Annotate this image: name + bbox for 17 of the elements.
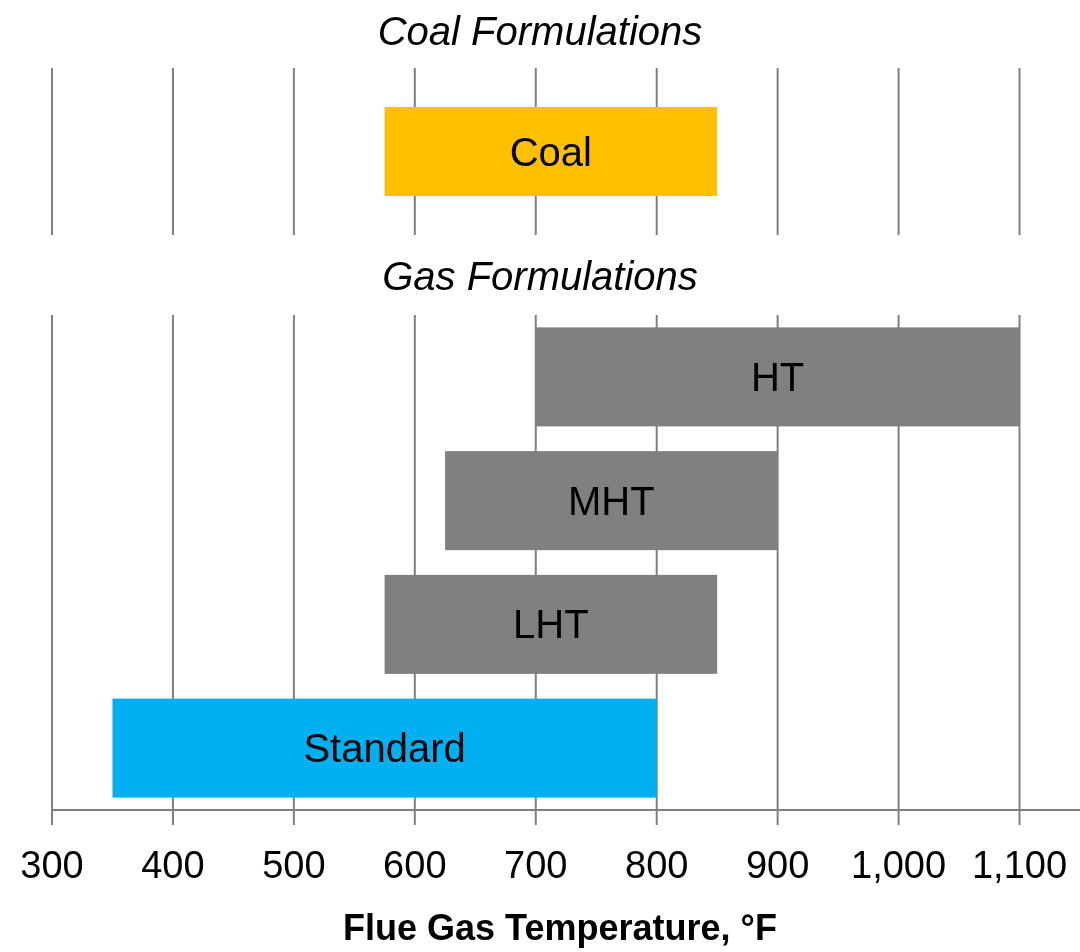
- x-axis-title: Flue Gas Temperature, °F: [343, 907, 777, 948]
- x-tick-label: 1,000: [851, 844, 947, 886]
- y-tick-label: LHT: [513, 602, 589, 647]
- chart-title: Gas Formulations: [382, 254, 698, 298]
- y-tick-label: HT: [750, 354, 805, 399]
- y-tick-label: Standard: [303, 726, 466, 771]
- x-tick-label: 500: [262, 844, 326, 886]
- chart-title: Coal Formulations: [377, 9, 703, 53]
- x-tick-label: 1,100: [971, 844, 1068, 886]
- category-label: Coal: [509, 129, 593, 174]
- x-tick-label: 800: [625, 844, 689, 886]
- x-tick-label: 700: [504, 844, 568, 886]
- x-tick-label: 300: [20, 844, 84, 886]
- x-tick-label: 900: [745, 844, 810, 886]
- y-tick-label: MHT: [568, 478, 655, 523]
- x-tick-label: 400: [141, 844, 205, 886]
- x-tick-label: 600: [383, 844, 447, 886]
